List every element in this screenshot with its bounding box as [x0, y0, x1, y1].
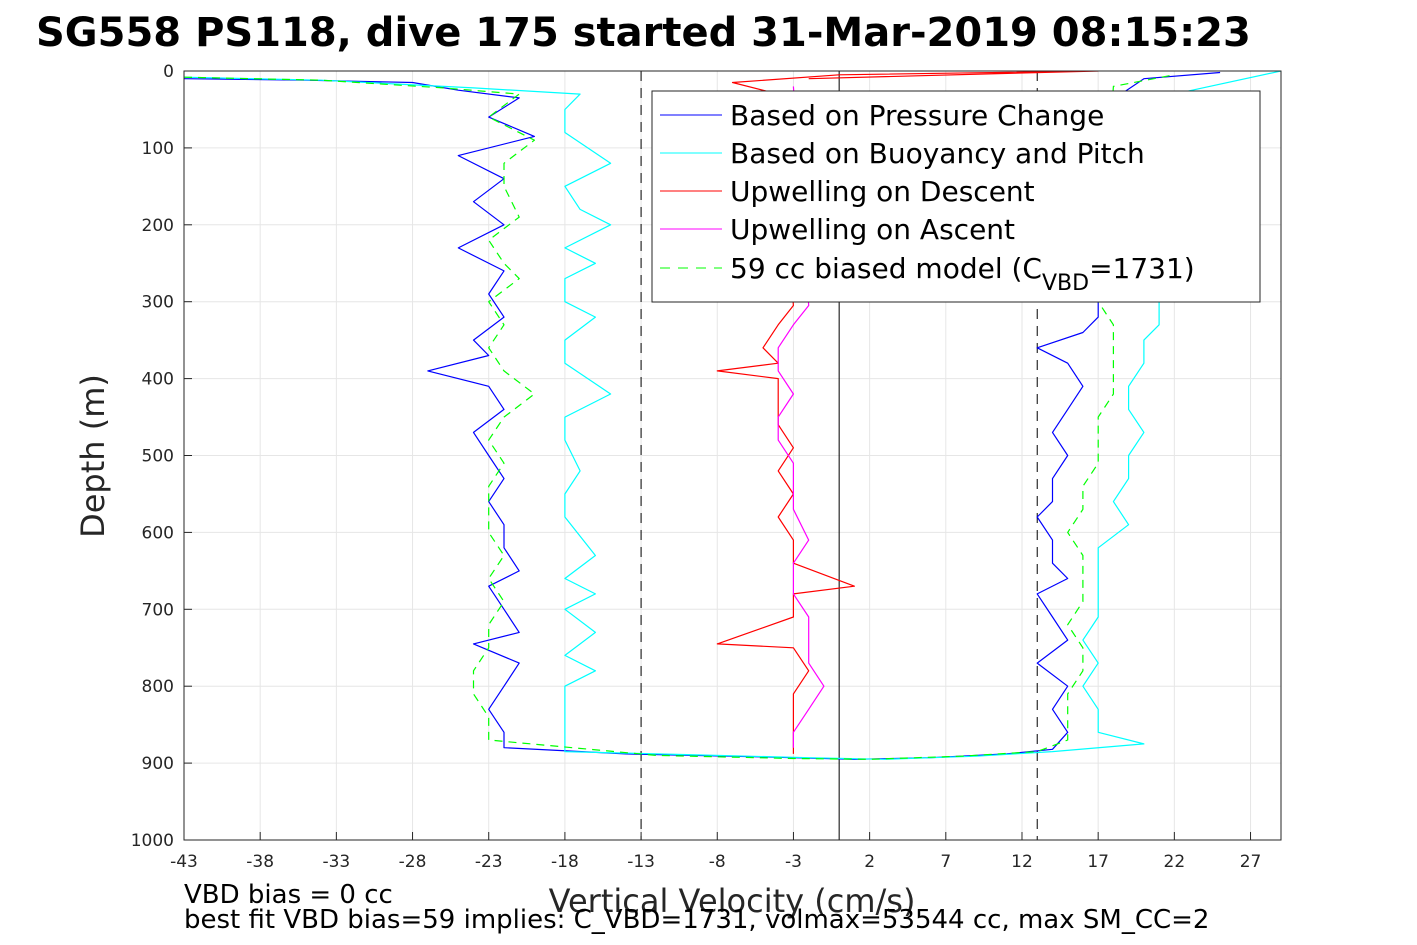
legend-label-upwelling-ascent: Upwelling on Ascent: [730, 213, 1015, 246]
legend-model-subscript: VBD: [1042, 271, 1089, 296]
y-tick-label: 800: [142, 677, 174, 697]
legend-box: [651, 90, 1261, 303]
y-tick-label: 400: [142, 370, 174, 390]
x-tick-label: -38: [246, 852, 274, 872]
legend-label-upwelling-descent: Upwelling on Descent: [730, 175, 1035, 208]
x-tick-label: -43: [170, 852, 198, 872]
x-tick-label: -13: [627, 852, 655, 872]
y-tick-label: 300: [142, 293, 174, 313]
series-lines: [184, 71, 1281, 760]
legend-label-pressure-change: Based on Pressure Change: [730, 99, 1104, 132]
x-tick-label: 27: [1240, 852, 1262, 872]
y-tick-label: 900: [142, 754, 174, 774]
legend: Based on Pressure Change Based on Buoyan…: [651, 90, 1261, 303]
buoyancy-pitch-line: [184, 71, 1281, 760]
x-tick-label: 17: [1087, 852, 1109, 872]
y-tick-label: 600: [142, 523, 174, 543]
x-tick-label: -18: [551, 852, 579, 872]
best-fit-note: best fit VBD bias=59 implies: C_VBD=1731…: [184, 905, 1209, 935]
x-axis-label: Vertical Velocity (cm/s): [549, 882, 916, 920]
legend-model-suffix: =1731): [1089, 252, 1195, 285]
y-tick-label: 200: [142, 216, 174, 236]
chart-title: SG558 PS118, dive 175 started 31-Mar-201…: [36, 10, 1251, 56]
legend-model-prefix: 59 cc biased model (C: [730, 252, 1042, 285]
y-tick-label: 500: [142, 447, 174, 467]
y-tick-label: 700: [142, 600, 174, 620]
y-tick-label: 100: [142, 139, 174, 159]
y-tick-label: 1000: [131, 831, 174, 851]
pressure-change-line: [184, 71, 1221, 760]
x-tick-label: 12: [1011, 852, 1033, 872]
legend-label-buoyancy-pitch: Based on Buoyancy and Pitch: [730, 137, 1145, 170]
axis-ticks: -43 -38 -33 -28 -23 -18 -13 -8 -3 2 7 12 17 22 2701002…: [131, 62, 1262, 872]
y-axis-label: Depth (m): [74, 374, 112, 538]
x-tick-label: 7: [940, 852, 951, 872]
legend-label-biased-model: 59 cc biased model (CVBD=1731): [730, 252, 1195, 296]
vbd-bias-note: VBD bias = 0 cc: [184, 880, 393, 910]
x-tick-label: -23: [475, 852, 503, 872]
x-tick-label: -3: [785, 852, 802, 872]
x-tick-label: -33: [322, 852, 350, 872]
biased-model-line: [184, 74, 1175, 760]
x-tick-label: -8: [709, 852, 726, 872]
x-tick-label: 22: [1164, 852, 1186, 872]
upwelling-ascent-line: [777, 86, 825, 748]
x-tick-label: 2: [864, 852, 875, 872]
y-tick-label: 0: [163, 62, 174, 82]
x-tick-label: -28: [399, 852, 427, 872]
